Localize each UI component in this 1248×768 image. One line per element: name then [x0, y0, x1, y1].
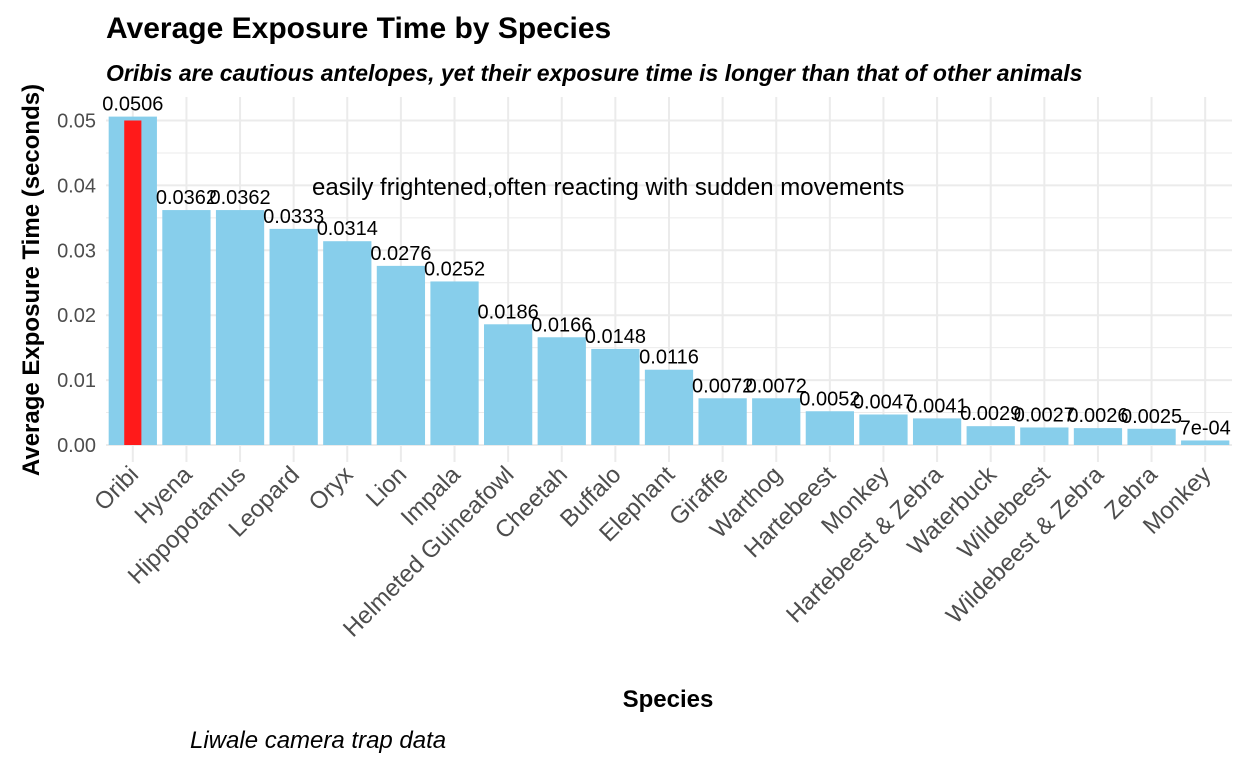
bar [215, 210, 265, 445]
data-label: 7e-04 [1180, 417, 1231, 439]
data-label: 0.0362 [156, 187, 217, 209]
data-label: 0.0506 [102, 94, 163, 116]
bar [966, 426, 1015, 445]
data-label: 0.0041 [907, 395, 968, 417]
data-label: 0.0252 [424, 258, 485, 280]
data-label: 0.0072 [692, 375, 753, 397]
bar [912, 418, 962, 445]
bar [752, 398, 801, 445]
data-label: 0.0276 [370, 243, 431, 265]
highlight-bar [124, 120, 142, 445]
data-label: 0.0333 [263, 206, 324, 228]
bar [269, 228, 318, 445]
data-label: 0.0314 [317, 218, 378, 240]
bar [376, 265, 426, 445]
data-label: 0.0148 [585, 326, 646, 348]
data-label: 0.0025 [1121, 406, 1182, 428]
chart-title: Average Exposure Time by Species [106, 12, 611, 45]
bar [484, 324, 533, 445]
data-label: 0.0047 [853, 391, 914, 413]
y-axis-ticks: 0.00 0.01 0.02 0.03 0.04 0.05 [57, 111, 96, 458]
y-tick-label: 0.03 [57, 240, 96, 262]
y-tick-label: 0.02 [57, 305, 96, 327]
bars [108, 116, 1230, 445]
data-label: 0.0362 [209, 187, 270, 209]
bar [537, 337, 586, 445]
bar [1073, 428, 1123, 445]
bar [859, 414, 908, 445]
y-tick-label: 0.00 [57, 435, 96, 457]
bar [1181, 440, 1230, 445]
bar [1127, 428, 1176, 445]
chart-caption: Liwale camera trap data [190, 727, 446, 754]
x-axis-title: Species [623, 686, 714, 713]
bar [591, 348, 640, 445]
chart-subtitle: Oribis are cautious antelopes, yet their… [106, 60, 1082, 86]
bar [1020, 427, 1069, 445]
bar [323, 241, 372, 445]
bar [644, 369, 694, 445]
chart-annotation: easily frightened,often reacting with su… [312, 174, 904, 201]
data-label: 0.0026 [1067, 405, 1128, 427]
data-label: 0.0052 [799, 388, 860, 410]
bar [698, 398, 747, 445]
data-label: 0.0166 [531, 314, 592, 336]
y-tick-label: 0.04 [57, 175, 96, 197]
y-tick-label: 0.01 [57, 370, 96, 392]
x-tick-label: Oryx [304, 461, 359, 516]
data-labels: 0.05060.03620.03620.03330.03140.02760.02… [102, 94, 1231, 440]
data-label: 0.0116 [639, 347, 699, 369]
data-label: 0.0029 [960, 403, 1021, 425]
bar [430, 281, 479, 445]
y-tick-label: 0.05 [57, 111, 96, 133]
y-axis-title: Average Exposure Time (seconds) [18, 84, 45, 476]
bar [805, 411, 854, 445]
data-label: 0.0027 [1014, 404, 1075, 426]
data-label: 0.0186 [478, 301, 539, 323]
data-label: 0.0072 [746, 375, 807, 397]
bar [162, 210, 211, 445]
